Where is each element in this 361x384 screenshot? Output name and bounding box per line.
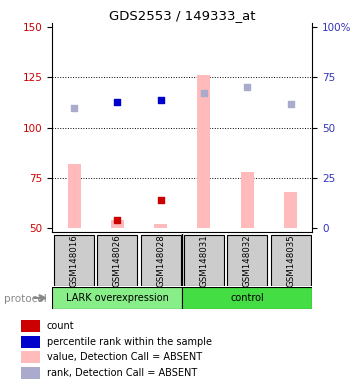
- Point: [114, 98, 120, 104]
- FancyBboxPatch shape: [184, 235, 224, 286]
- Bar: [21, 351, 40, 363]
- Bar: [241, 172, 254, 228]
- Bar: [21, 336, 40, 348]
- Bar: [154, 224, 167, 228]
- FancyBboxPatch shape: [227, 235, 267, 286]
- Bar: [68, 164, 81, 228]
- Text: count: count: [47, 321, 74, 331]
- Text: GSM148031: GSM148031: [200, 234, 208, 286]
- Title: GDS2553 / 149333_at: GDS2553 / 149333_at: [109, 9, 256, 22]
- FancyBboxPatch shape: [271, 235, 310, 286]
- Text: GSM148016: GSM148016: [70, 234, 78, 286]
- Text: GSM148035: GSM148035: [286, 234, 295, 286]
- Text: value, Detection Call = ABSENT: value, Detection Call = ABSENT: [47, 352, 202, 362]
- FancyBboxPatch shape: [52, 287, 182, 309]
- Bar: [197, 75, 210, 228]
- Text: GSM148032: GSM148032: [243, 234, 252, 286]
- Text: rank, Detection Call = ABSENT: rank, Detection Call = ABSENT: [47, 368, 197, 378]
- Bar: [21, 367, 40, 379]
- Point: [158, 96, 164, 103]
- Text: GSM148028: GSM148028: [156, 234, 165, 286]
- FancyBboxPatch shape: [141, 235, 180, 286]
- Bar: [21, 320, 40, 333]
- Text: GSM148026: GSM148026: [113, 234, 122, 286]
- Text: protocol: protocol: [4, 294, 46, 304]
- Text: percentile rank within the sample: percentile rank within the sample: [47, 337, 212, 347]
- Point: [201, 90, 207, 96]
- Point: [244, 84, 250, 91]
- FancyBboxPatch shape: [54, 235, 94, 286]
- Point: [288, 101, 293, 107]
- Text: LARK overexpression: LARK overexpression: [66, 293, 169, 303]
- FancyBboxPatch shape: [182, 287, 312, 309]
- Text: control: control: [230, 293, 264, 303]
- Point: [158, 197, 164, 203]
- Point: [71, 104, 77, 111]
- Point: [114, 217, 120, 223]
- FancyBboxPatch shape: [97, 235, 137, 286]
- Bar: [284, 192, 297, 228]
- Bar: [111, 220, 124, 228]
